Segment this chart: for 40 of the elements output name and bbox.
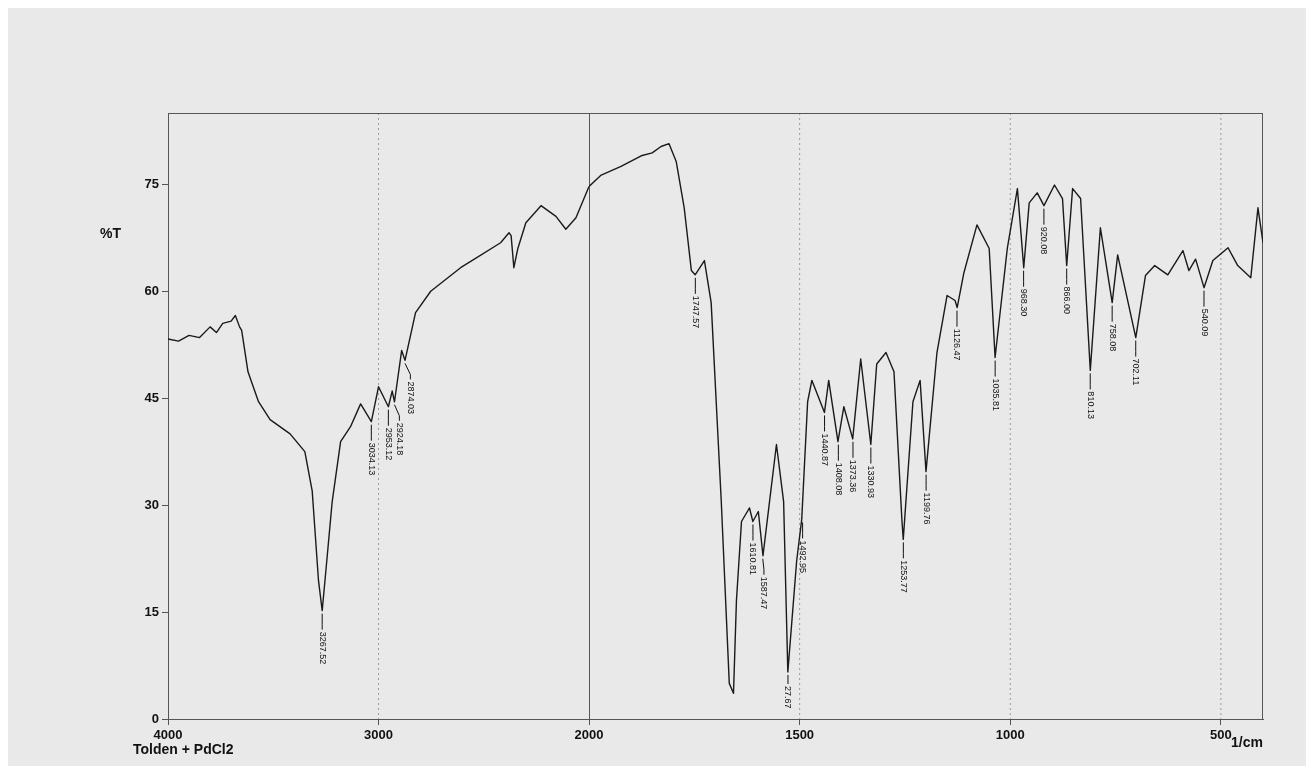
text: Tolden + PdCl2 xyxy=(133,740,234,757)
annotation: 1035.81 xyxy=(990,378,1001,412)
annotation: 1492.95 xyxy=(798,540,809,573)
annotation: 2874.03 xyxy=(405,381,416,414)
annotation: 1610.81 xyxy=(748,542,759,576)
annotation: 1747.57 xyxy=(690,295,701,329)
annotation: 702.11 xyxy=(1131,358,1142,386)
y-tick-label: 60 xyxy=(144,282,159,298)
annotation: 1408.08 xyxy=(833,462,844,496)
y-axis-title: %T xyxy=(100,225,122,242)
annotation: 2953.12 xyxy=(383,427,394,461)
annotation: 1199.76 xyxy=(921,492,932,525)
annotation: 27.67 xyxy=(783,686,794,709)
x-tick-label: 1500 xyxy=(785,727,815,743)
annotation: 3034.13 xyxy=(366,442,377,476)
x-tick-label: 3000 xyxy=(364,727,393,743)
annotation: 1253.77 xyxy=(898,560,909,593)
x-axis-title: 1/cm xyxy=(1231,733,1263,750)
annotation: 920.08 xyxy=(1039,226,1050,255)
annotation: 1330.93 xyxy=(866,465,877,499)
x-tick-label: 1000 xyxy=(995,727,1025,743)
y-tick-label: 75 xyxy=(144,175,159,191)
annotation: 2924.18 xyxy=(394,422,405,456)
y-tick-label: 30 xyxy=(144,496,159,512)
annotation: 1440.87 xyxy=(820,433,831,466)
y-tick-label: 0 xyxy=(151,710,159,726)
annotation: 758.08 xyxy=(1107,323,1118,352)
annotation: 540.09 xyxy=(1199,308,1210,337)
annotation: 3267.52 xyxy=(317,631,328,665)
annotation: 1587.47 xyxy=(759,576,770,610)
annotation: 1373.36 xyxy=(848,459,859,493)
y-tick-label: 45 xyxy=(144,389,159,405)
y-tick-label: 15 xyxy=(144,603,159,619)
x-tick-label: 2000 xyxy=(574,727,604,743)
annotation: 1126.47 xyxy=(952,328,963,361)
annotation: 810.13 xyxy=(1085,391,1096,419)
x-tick-label: 500 xyxy=(1210,727,1232,743)
x-tick-label: 4000 xyxy=(153,727,183,743)
annotation: 968.30 xyxy=(1019,288,1030,317)
annotation: 866.00 xyxy=(1062,286,1073,315)
